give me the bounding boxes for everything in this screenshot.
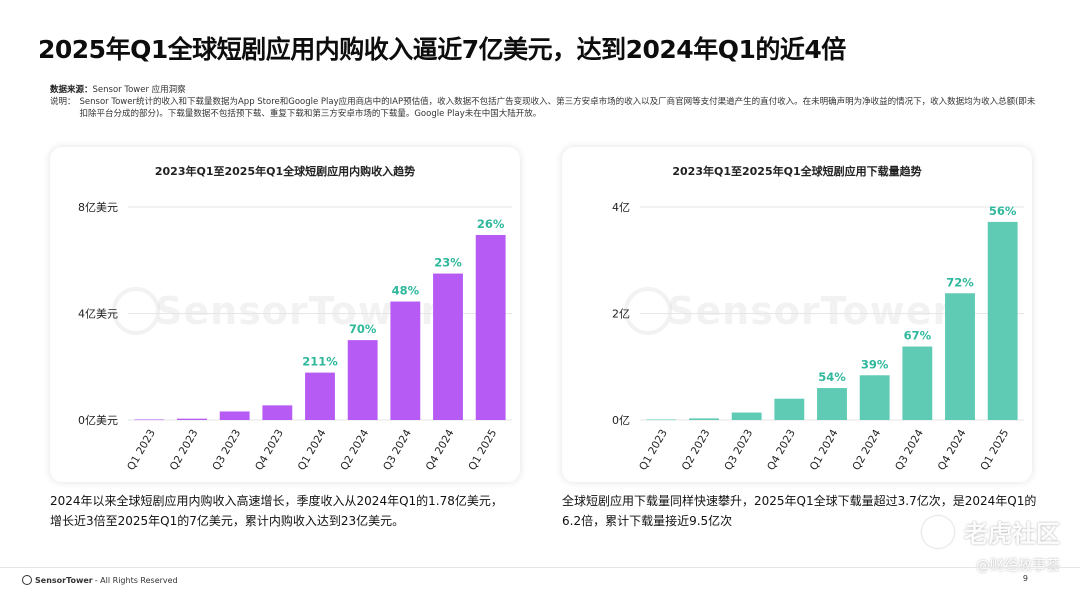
community-name: 老虎社区	[964, 520, 1060, 548]
note-label: 说明：	[50, 97, 76, 107]
footer: SensorTower - All Rights Reserved	[22, 575, 178, 585]
revenue-ytick-label: 4亿美元	[78, 308, 118, 321]
source-notes: 数据来源：Sensor Tower 应用洞察 说明： Sensor Tower统…	[50, 84, 1040, 120]
downloads-growth-label: 39%	[861, 357, 889, 371]
community-logo-icon	[922, 515, 954, 548]
downloads-category-label: Q1 2024	[808, 427, 841, 472]
revenue-bar	[433, 273, 463, 420]
revenue-ytick-label: 0亿美元	[78, 414, 118, 427]
revenue-category-label: Q1 2025	[466, 428, 499, 473]
downloads-category-label: Q2 2024	[850, 427, 883, 472]
note-text: Sensor Tower统计的收入和下载量数据为App Store和Google…	[79, 97, 1036, 119]
revenue-bar	[305, 372, 335, 420]
revenue-bar	[475, 234, 506, 420]
community-handle: @财经故事荟	[976, 558, 1060, 574]
page-number: 9	[1022, 574, 1028, 583]
revenue-growth-label: 48%	[392, 284, 420, 298]
downloads-bar	[689, 418, 719, 420]
downloads-ytick-label: 0亿	[612, 414, 630, 427]
downloads-category-label: Q2 2023	[680, 428, 713, 473]
downloads-bar	[731, 412, 762, 420]
revenue-description: 2024年以来全球短剧应用内购收入高速增长，季度收入从2024年Q1的1.78亿…	[50, 494, 503, 528]
revenue-bar	[177, 418, 207, 420]
downloads-bar	[817, 388, 847, 420]
source-line: 数据来源：Sensor Tower 应用洞察	[50, 84, 1040, 96]
downloads-bar	[859, 375, 890, 420]
downloads-chart: 0亿 2亿 4亿 Q1 2023 Q2 2023 Q3 2023 Q4 2023 54% Q1 …	[612, 201, 1024, 473]
revenue-growth-label: 23%	[434, 256, 462, 270]
revenue-category-label: Q2 2023	[168, 428, 201, 473]
downloads-chart-card: SensorTower 2023年Q1至2025年Q1全球短剧应用下载量趋势 0…	[562, 147, 1032, 482]
revenue-category-label: Q1 2023	[125, 428, 158, 473]
sensortower-watermark-icon	[624, 287, 672, 335]
revenue-growth-label: 26%	[477, 217, 505, 231]
downloads-ytick-label: 2亿	[612, 308, 630, 321]
revenue-category-label: Q2 2024	[338, 427, 371, 472]
downloads-category-label: Q3 2024	[893, 427, 926, 472]
revenue-category-label: Q1 2024	[296, 427, 329, 472]
downloads-bar	[987, 221, 1018, 420]
downloads-growth-label: 54%	[818, 370, 846, 384]
downloads-growth-label: 72%	[946, 275, 974, 289]
note-line: 说明： Sensor Tower统计的收入和下载量数据为App Store和Go…	[50, 96, 1040, 120]
downloads-chart-title: 2023年Q1至2025年Q1全球短剧应用下载量趋势	[672, 165, 922, 178]
revenue-growth-label: 70%	[349, 322, 377, 336]
footer-rights: - All Rights Reserved	[94, 575, 178, 585]
revenue-bar	[219, 411, 250, 420]
revenue-category-label: Q4 2023	[253, 428, 286, 473]
revenue-chart-card: SensorTower 2023年Q1至2025年Q1全球短剧应用内购收入趋势 …	[50, 147, 520, 482]
source-label: 数据来源：	[50, 85, 93, 95]
revenue-bar	[262, 405, 293, 420]
revenue-bar	[390, 301, 421, 420]
downloads-growth-label: 67%	[904, 329, 932, 343]
chart-watermark: SensorTower	[667, 289, 953, 333]
revenue-bar	[347, 340, 378, 420]
revenue-category-label: Q3 2024	[381, 427, 414, 472]
revenue-category-label: Q3 2023	[210, 428, 243, 473]
downloads-category-label: Q1 2025	[978, 428, 1011, 473]
revenue-chart-title: 2023年Q1至2025年Q1全球短剧应用内购收入趋势	[154, 165, 416, 178]
community-watermark: 老虎社区 @财经故事荟	[922, 514, 1060, 575]
downloads-growth-label: 56%	[989, 204, 1017, 218]
downloads-bar	[945, 293, 975, 420]
downloads-category-label: Q3 2023	[722, 428, 755, 473]
downloads-category-label: Q4 2024	[936, 427, 969, 472]
revenue-chart: 0亿美元 4亿美元 8亿美元 Q1 2023 Q2 2023 Q3 2023 Q4 2023…	[78, 201, 512, 473]
revenue-bar	[134, 419, 165, 421]
sensortower-logo-icon	[22, 575, 32, 585]
sensortower-watermark-icon	[112, 287, 160, 335]
revenue-growth-label: 211%	[302, 355, 338, 369]
revenue-ytick-label: 8亿美元	[78, 201, 118, 214]
source-value: Sensor Tower 应用洞察	[92, 85, 186, 95]
revenue-category-label: Q4 2024	[424, 427, 457, 472]
downloads-bar	[646, 419, 677, 421]
downloads-ytick-label: 4亿	[612, 201, 630, 214]
downloads-category-label: Q1 2023	[637, 428, 670, 473]
downloads-category-label: Q4 2023	[765, 428, 798, 473]
downloads-bar	[902, 346, 933, 420]
page-title: 2025年Q1全球短剧应用内购收入逼近7亿美元，达到2024年Q1的近4倍	[38, 35, 846, 64]
downloads-bar	[774, 398, 805, 420]
footer-divider	[0, 567, 1080, 568]
downloads-description: 全球短剧应用下载量同样快速攀升，2025年Q1全球下载量超过3.7亿次，是202…	[562, 494, 1037, 528]
footer-brand: SensorTower	[35, 575, 93, 585]
